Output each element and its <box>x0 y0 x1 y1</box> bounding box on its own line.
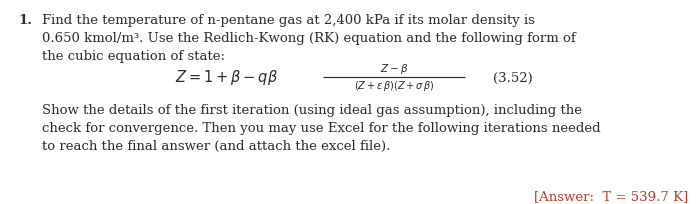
Text: [Answer:  T = 539.7 K]: [Answer: T = 539.7 K] <box>533 189 688 202</box>
Text: to reach the final answer (and attach the excel file).: to reach the final answer (and attach th… <box>42 139 391 152</box>
Text: 1.: 1. <box>18 14 32 27</box>
Text: Show the details of the first iteration (using ideal gas assumption), including : Show the details of the first iteration … <box>42 103 582 116</box>
Text: 0.650 kmol/m³. Use the Redlich-Kwong (RK) equation and the following form of: 0.650 kmol/m³. Use the Redlich-Kwong (RK… <box>42 32 575 45</box>
Text: the cubic equation of state:: the cubic equation of state: <box>42 50 225 63</box>
Text: $(Z+\epsilon\,\beta)(Z+\sigma\,\beta)$: $(Z+\epsilon\,\beta)(Z+\sigma\,\beta)$ <box>354 79 434 93</box>
Text: check for convergence. Then you may use Excel for the following iterations neede: check for convergence. Then you may use … <box>42 121 601 134</box>
Text: Find the temperature of n-pentane gas at 2,400 kPa if its molar density is: Find the temperature of n-pentane gas at… <box>42 14 535 27</box>
Text: $Z-\beta$: $Z-\beta$ <box>380 62 408 76</box>
Text: $Z = 1 + \beta - q\beta$: $Z = 1 + \beta - q\beta$ <box>175 68 278 87</box>
Text: (3.52): (3.52) <box>493 71 533 84</box>
